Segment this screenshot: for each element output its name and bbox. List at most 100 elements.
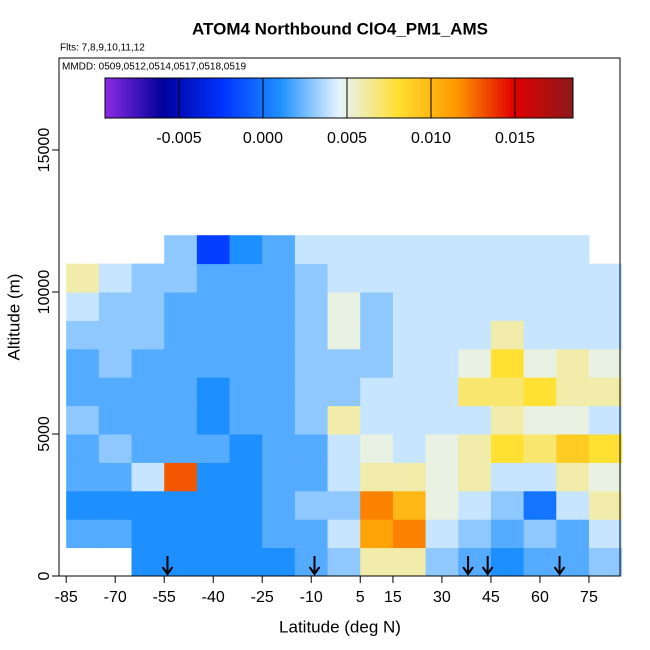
heatmap-cell [131, 405, 165, 435]
heatmap-cell [523, 405, 557, 435]
heatmap-cell [392, 490, 427, 520]
heatmap-cell [66, 519, 100, 549]
plot-frame [58, 57, 621, 577]
heatmap-cell [425, 547, 459, 577]
heatmap-cell [66, 405, 100, 435]
x-tick-label: -70 [104, 589, 127, 606]
heatmap-cell [556, 377, 590, 407]
heatmap-cell [523, 235, 557, 265]
heatmap-cell [425, 348, 459, 378]
heatmap-cell [425, 235, 459, 265]
heatmap-cell [164, 348, 198, 378]
heatmap-cell [327, 462, 361, 492]
heatmap-cell [360, 490, 394, 520]
heatmap-cell [392, 547, 427, 577]
heatmap-cell [294, 263, 329, 293]
heatmap-cell [196, 320, 231, 350]
heatmap-cell [523, 348, 557, 378]
heatmap-cell [164, 292, 198, 321]
heatmap-cell [425, 434, 459, 463]
heatmap-cell [588, 490, 623, 520]
heatmap-cell [360, 263, 394, 293]
heatmap-cell [229, 434, 263, 463]
colorbar-tick-label: 0.010 [411, 130, 451, 147]
heatmap-cell [98, 434, 133, 463]
x-tick-label: -25 [251, 589, 274, 606]
heatmap-cell [196, 263, 231, 293]
heatmap-cell [196, 434, 231, 463]
heatmap-cell [556, 320, 590, 350]
heatmap-cell [588, 292, 623, 321]
heatmap-cell [164, 235, 198, 265]
x-tick-label: 60 [531, 589, 549, 606]
heatmap-cell [131, 519, 165, 549]
heatmap-cell [262, 434, 296, 463]
heatmap-cell [523, 292, 557, 321]
heatmap-cell [523, 547, 557, 577]
heatmap-cell [556, 462, 590, 492]
heatmap-cell [556, 292, 590, 321]
heatmap-cell [523, 263, 557, 293]
heatmap-cell [458, 235, 492, 265]
colorbar-tick-label: 0.000 [243, 130, 283, 147]
heatmap-cell [425, 292, 459, 321]
heatmap-cell [523, 377, 557, 407]
heatmap-cell [98, 405, 133, 435]
heatmap-cell [588, 320, 623, 350]
heatmap-cell [490, 434, 525, 463]
heatmap-cell [523, 434, 557, 463]
heatmap-cell [229, 547, 263, 577]
x-tick-label: 30 [433, 589, 451, 606]
heatmap-cell [425, 263, 459, 293]
heatmap-cell [164, 377, 198, 407]
heatmap-cell [588, 519, 623, 549]
heatmap-cell [490, 320, 525, 350]
heatmap-cell [131, 292, 165, 321]
heatmap-cell [66, 434, 100, 463]
heatmap-cell [360, 320, 394, 350]
heatmap-cell [327, 320, 361, 350]
colorbar-tick-label: 0.015 [495, 130, 535, 147]
heatmap-cell [392, 377, 427, 407]
y-tick-label: 10000 [36, 270, 53, 315]
heatmap-cell [556, 519, 590, 549]
heatmap-cell [425, 320, 459, 350]
heatmap-cell [131, 462, 165, 492]
heatmap-cell [327, 377, 361, 407]
heatmap-cell [458, 405, 492, 435]
heatmap-cell [327, 235, 361, 265]
heatmap-cell [262, 490, 296, 520]
x-axis-label: Latitude (deg N) [279, 617, 401, 636]
heatmap-cell [360, 462, 394, 492]
heatmap-cell [196, 377, 231, 407]
colorbar-tick-label: -0.005 [156, 130, 201, 147]
heatmap-cell [196, 405, 231, 435]
heatmap-cell [392, 462, 427, 492]
heatmap-cell [164, 405, 198, 435]
heatmap-cell [196, 348, 231, 378]
heatmap-cell [66, 490, 100, 520]
chart-title: ATOM4 Northbound ClO4_PM1_AMS [192, 19, 488, 38]
x-tick-label: 75 [580, 589, 598, 606]
heatmap-cell [392, 405, 427, 435]
heatmap-cell [164, 462, 198, 492]
arrow-head [481, 566, 494, 576]
heatmap-cell [294, 405, 329, 435]
heatmap-cell [196, 547, 231, 577]
heatmap-cell [360, 235, 394, 265]
heatmap-cell [392, 434, 427, 463]
heatmap-cell [294, 320, 329, 350]
heatmap-cell [392, 519, 427, 549]
heatmap-cell [98, 490, 133, 520]
heatmap-cell [98, 292, 133, 321]
heatmap-cell [262, 405, 296, 435]
heatmap-cell [294, 348, 329, 378]
heatmap-cell [229, 519, 263, 549]
colorbar [104, 77, 574, 119]
x-tick-label: -55 [153, 589, 176, 606]
heatmap-cell [490, 490, 525, 520]
y-tick-label: 15000 [36, 128, 53, 173]
heatmap-cell [327, 292, 361, 321]
heatmap-cell [556, 348, 590, 378]
